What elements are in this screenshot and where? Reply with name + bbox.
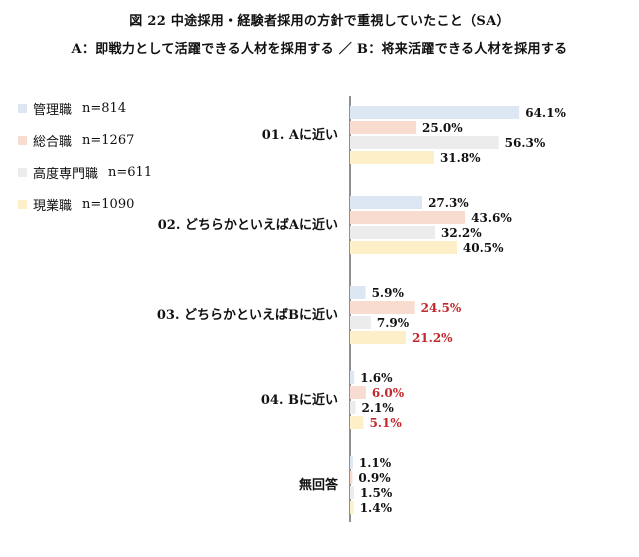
legend-label: 管理職 xyxy=(33,102,73,118)
data-label: 1.5% xyxy=(360,486,393,500)
legend: 管理職 n=814 総合職 n=1267 高度専門職 n=611 現業職 n=1090 xyxy=(18,92,218,220)
bar xyxy=(350,371,355,384)
legend-item: 高度専門職 n=611 xyxy=(18,156,218,188)
data-label: 5.1% xyxy=(369,416,402,430)
bar xyxy=(350,386,366,399)
category-label: 01. Aに近い xyxy=(262,127,338,143)
bar xyxy=(350,151,434,164)
bar xyxy=(350,286,366,299)
legend-swatch xyxy=(18,135,27,145)
bar xyxy=(350,121,416,134)
bar xyxy=(350,316,371,329)
chart-title: 図 22 中途採用・経験者採用の方針で重視していたこと（SA） xyxy=(129,14,510,29)
bar xyxy=(350,331,406,344)
data-label: 56.3% xyxy=(505,136,546,150)
category-label: 02. どちらかといえばAに近い xyxy=(158,217,338,233)
data-label: 6.0% xyxy=(372,386,405,400)
bar xyxy=(350,196,423,209)
data-label: 7.9% xyxy=(377,316,410,330)
category-label: 03. どちらかといえばBに近い xyxy=(157,307,338,323)
chart-subtitle: A：即戦力として活躍できる人材を採用する ／ B：将来活躍できる人材を採用する xyxy=(71,42,568,57)
data-label: 27.3% xyxy=(428,196,469,210)
data-label: 1.1% xyxy=(359,456,392,470)
data-label: 25.0% xyxy=(422,121,463,135)
bar xyxy=(350,416,364,429)
bar xyxy=(350,241,457,254)
bar xyxy=(350,401,356,414)
legend-item: 総合職 n=1267 xyxy=(18,124,218,156)
data-label: 43.6% xyxy=(471,211,512,225)
legend-n-label: n=611 xyxy=(108,164,153,180)
data-label: 31.8% xyxy=(440,151,481,165)
data-label: 24.5% xyxy=(421,301,462,315)
legend-n-label: n=1090 xyxy=(82,196,135,212)
legend-swatch xyxy=(18,199,27,209)
legend-label: 現業職 xyxy=(33,198,73,214)
data-label: 21.2% xyxy=(412,331,453,345)
data-label: 2.1% xyxy=(362,401,395,415)
data-label: 1.4% xyxy=(360,501,393,515)
data-label: 0.9% xyxy=(358,471,391,485)
bar xyxy=(350,136,499,149)
data-label: 1.6% xyxy=(360,371,393,385)
bar xyxy=(350,106,520,119)
legend-item: 現業職 n=1090 xyxy=(18,188,218,220)
legend-label: 総合職 xyxy=(33,134,73,150)
bar xyxy=(350,501,354,514)
bar xyxy=(350,211,466,224)
data-label: 64.1% xyxy=(525,106,566,120)
bar xyxy=(350,301,415,314)
category-label: 無回答 xyxy=(299,477,339,493)
data-label: 32.2% xyxy=(441,226,482,240)
bar xyxy=(350,456,353,469)
legend-n-label: n=814 xyxy=(82,100,127,116)
bar xyxy=(350,486,354,499)
legend-n-label: n=1267 xyxy=(82,132,135,148)
category-label: 04. Bに近い xyxy=(261,392,338,408)
legend-swatch xyxy=(18,103,27,113)
data-label: 40.5% xyxy=(463,241,504,255)
bar xyxy=(350,471,353,484)
bar xyxy=(350,226,436,239)
legend-swatch xyxy=(18,167,27,177)
data-label: 5.9% xyxy=(372,286,405,300)
legend-item: 管理職 n=814 xyxy=(18,92,218,124)
legend-label: 高度専門職 xyxy=(33,166,99,182)
